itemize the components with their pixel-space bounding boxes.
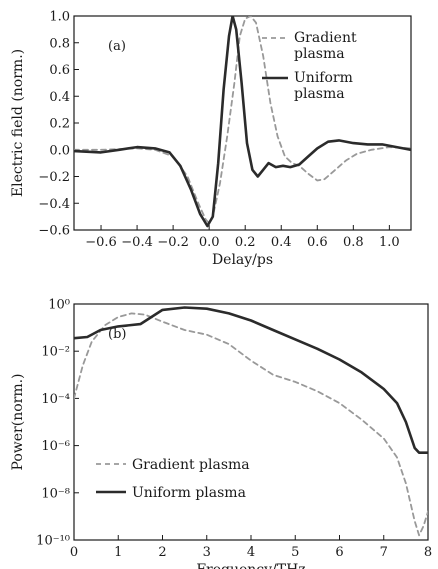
series-line-gradient bbox=[74, 16, 411, 225]
y-tick-label: 10⁻⁶ bbox=[41, 439, 70, 454]
x-tick-label: 0 bbox=[70, 545, 78, 560]
x-tick-label: −0.6 bbox=[85, 235, 117, 250]
x-tick-label: −0.4 bbox=[121, 235, 153, 250]
y-axis-label: Power(norm.) bbox=[10, 373, 26, 470]
panel-label: (b) bbox=[108, 327, 126, 342]
y-tick-label: 1.0 bbox=[49, 10, 70, 25]
x-axis-label: Delay/ps bbox=[212, 252, 273, 268]
y-tick-label: −0.6 bbox=[38, 224, 70, 239]
y-tick-label: 10⁻⁸ bbox=[41, 486, 70, 501]
legend-label: Uniform plasma bbox=[294, 70, 353, 102]
y-axis-label: Electric field (norm.) bbox=[10, 49, 26, 197]
x-tick-label: 0.0 bbox=[199, 235, 220, 250]
y-tick-label: −0.4 bbox=[38, 197, 70, 212]
legend: Gradient plasma Uniform plasma bbox=[262, 30, 357, 102]
x-tick-label: 0.2 bbox=[235, 235, 256, 250]
y-tick-label: −0.2 bbox=[38, 170, 70, 185]
x-tick-label: 5 bbox=[291, 545, 299, 560]
y-tick-label: 10⁰ bbox=[48, 298, 70, 313]
x-tick-label: 4 bbox=[247, 545, 255, 560]
legend-label: Gradient plasma bbox=[294, 30, 357, 62]
y-tick-label: 0.4 bbox=[49, 90, 70, 105]
x-tick-label: 6 bbox=[335, 545, 343, 560]
x-tick-label: 3 bbox=[203, 545, 211, 560]
legend-label: Gradient plasma bbox=[132, 457, 250, 473]
x-tick-label: 1 bbox=[114, 545, 122, 560]
panel-b: 0 1 2 3 4 5 6 7 8 10⁰ 10⁻² 10⁻⁴ 10⁻⁶ 10⁻⁸ 10⁻¹⁰ Frequen… bbox=[10, 298, 432, 569]
y-tick-label: 0.2 bbox=[49, 117, 70, 132]
panel-a: −0.6 −0.4 −0.2 0.0 0.2 0.4 0.6 0.8 1.0 −0.6 −0.4 −0… bbox=[10, 10, 412, 268]
series-line-uniform bbox=[74, 306, 428, 454]
x-tick-label: −0.2 bbox=[157, 235, 189, 250]
panel-label: (a) bbox=[108, 39, 126, 54]
x-tick-label: 7 bbox=[380, 545, 388, 560]
x-tick-label: 8 bbox=[424, 545, 432, 560]
x-tick-label: 2 bbox=[158, 545, 166, 560]
x-tick-label: 0.8 bbox=[343, 235, 364, 250]
legend: Gradient plasma Uniform plasma bbox=[96, 457, 250, 501]
x-tick-label: 0.4 bbox=[271, 235, 292, 250]
plot-frame bbox=[73, 303, 429, 541]
x-axis-label: Frequency/THz bbox=[196, 562, 305, 569]
series-line-uniform bbox=[74, 16, 411, 228]
y-tick-label: 10⁻¹⁰ bbox=[36, 534, 70, 549]
y-tick-label: 0.8 bbox=[49, 36, 70, 51]
y-tick-label: 0.0 bbox=[49, 143, 70, 158]
y-tick-label: 10⁻² bbox=[41, 345, 70, 360]
y-tick-label: 0.6 bbox=[49, 63, 70, 78]
series-line-gradient bbox=[74, 312, 428, 537]
legend-label: Uniform plasma bbox=[132, 485, 246, 501]
x-tick-label: 0.6 bbox=[307, 235, 328, 250]
y-tick-label: 10⁻⁴ bbox=[41, 392, 70, 407]
x-tick-label: 1.0 bbox=[379, 235, 400, 250]
